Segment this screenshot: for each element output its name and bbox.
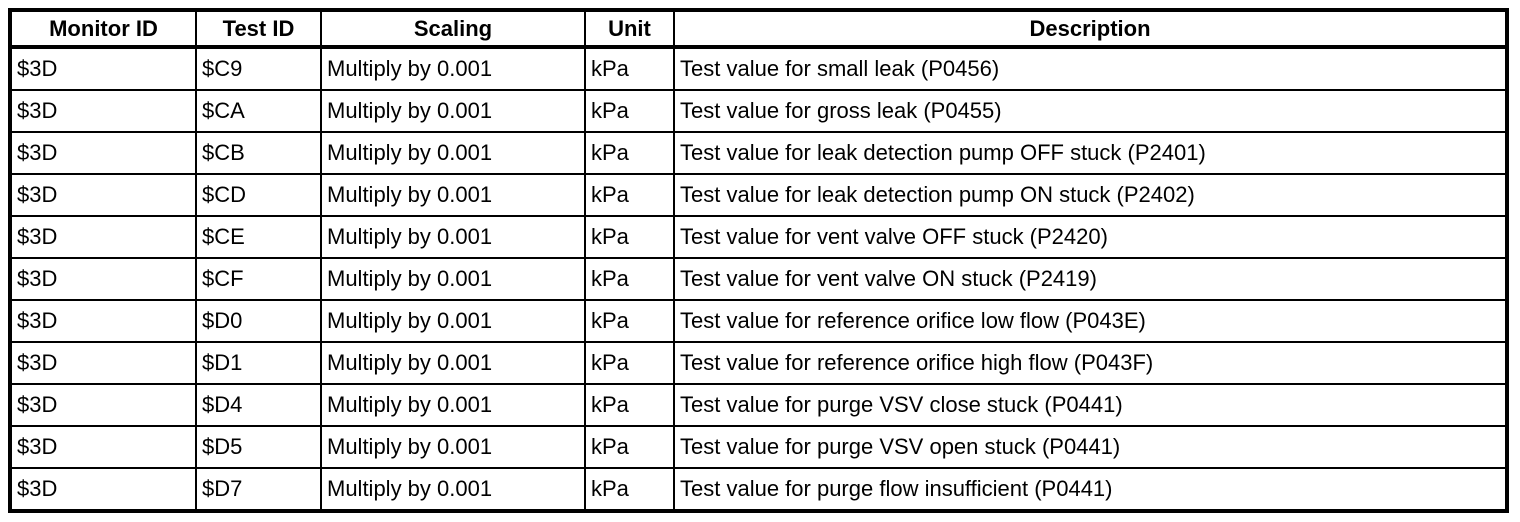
cell-scaling: Multiply by 0.001 [320,299,586,343]
table-row: $3D $CD Multiply by 0.001 kPa Test value… [9,173,1508,217]
cell-unit: kPa [584,89,675,133]
cell-monitor-id: $3D [9,425,197,469]
table-header: Monitor ID Test ID Scaling Unit Descript… [9,9,1508,49]
cell-monitor-id: $3D [9,131,197,175]
cell-unit: kPa [584,131,675,175]
cell-unit: kPa [584,299,675,343]
cell-unit: kPa [584,425,675,469]
table-row: $3D $CE Multiply by 0.001 kPa Test value… [9,215,1508,259]
cell-monitor-id: $3D [9,46,197,91]
cell-test-id: $C9 [195,46,322,91]
table-body: $3D $C9 Multiply by 0.001 kPa Test value… [9,46,1508,512]
cell-test-id: $CE [195,215,322,259]
column-header-monitor-id: Monitor ID [9,9,197,49]
table-row: $3D $D4 Multiply by 0.001 kPa Test value… [9,383,1508,427]
table-row: $3D $C9 Multiply by 0.001 kPa Test value… [9,46,1508,91]
column-header-description: Description [673,9,1508,49]
cell-scaling: Multiply by 0.001 [320,383,586,427]
cell-monitor-id: $3D [9,467,197,512]
cell-test-id: $CF [195,257,322,301]
cell-scaling: Multiply by 0.001 [320,173,586,217]
cell-test-id: $CD [195,173,322,217]
table-row: $3D $CA Multiply by 0.001 kPa Test value… [9,89,1508,133]
cell-test-id: $D4 [195,383,322,427]
monitor-test-table: Monitor ID Test ID Scaling Unit Descript… [8,8,1509,513]
cell-test-id: $D1 [195,341,322,385]
column-header-scaling: Scaling [320,9,586,49]
cell-monitor-id: $3D [9,383,197,427]
cell-scaling: Multiply by 0.001 [320,341,586,385]
cell-description: Test value for vent valve ON stuck (P241… [673,257,1508,301]
cell-scaling: Multiply by 0.001 [320,467,586,512]
cell-monitor-id: $3D [9,257,197,301]
table-row: $3D $CF Multiply by 0.001 kPa Test value… [9,257,1508,301]
cell-monitor-id: $3D [9,215,197,259]
cell-description: Test value for reference orifice high fl… [673,341,1508,385]
cell-unit: kPa [584,173,675,217]
cell-scaling: Multiply by 0.001 [320,89,586,133]
cell-scaling: Multiply by 0.001 [320,257,586,301]
cell-unit: kPa [584,215,675,259]
cell-description: Test value for purge VSV close stuck (P0… [673,383,1508,427]
cell-description: Test value for purge VSV open stuck (P04… [673,425,1508,469]
cell-description: Test value for gross leak (P0455) [673,89,1508,133]
table-row: $3D $D5 Multiply by 0.001 kPa Test value… [9,425,1508,469]
column-header-test-id: Test ID [195,9,322,49]
cell-test-id: $D5 [195,425,322,469]
cell-unit: kPa [584,383,675,427]
column-header-unit: Unit [584,9,675,49]
cell-scaling: Multiply by 0.001 [320,425,586,469]
cell-description: Test value for vent valve OFF stuck (P24… [673,215,1508,259]
cell-monitor-id: $3D [9,341,197,385]
cell-description: Test value for small leak (P0456) [673,46,1508,91]
cell-unit: kPa [584,341,675,385]
cell-scaling: Multiply by 0.001 [320,215,586,259]
table-row: $3D $CB Multiply by 0.001 kPa Test value… [9,131,1508,175]
cell-test-id: $D7 [195,467,322,512]
cell-description: Test value for reference orifice low flo… [673,299,1508,343]
table-row: $3D $D1 Multiply by 0.001 kPa Test value… [9,341,1508,385]
table-header-row: Monitor ID Test ID Scaling Unit Descript… [9,9,1508,49]
cell-unit: kPa [584,257,675,301]
cell-description: Test value for leak detection pump ON st… [673,173,1508,217]
cell-monitor-id: $3D [9,173,197,217]
cell-monitor-id: $3D [9,89,197,133]
cell-monitor-id: $3D [9,299,197,343]
cell-test-id: $CB [195,131,322,175]
monitor-test-table-container: Monitor ID Test ID Scaling Unit Descript… [8,8,1509,513]
cell-test-id: $CA [195,89,322,133]
cell-description: Test value for purge flow insufficient (… [673,467,1508,512]
cell-scaling: Multiply by 0.001 [320,131,586,175]
cell-scaling: Multiply by 0.001 [320,46,586,91]
cell-unit: kPa [584,467,675,512]
cell-unit: kPa [584,46,675,91]
table-row: $3D $D7 Multiply by 0.001 kPa Test value… [9,467,1508,512]
table-row: $3D $D0 Multiply by 0.001 kPa Test value… [9,299,1508,343]
cell-description: Test value for leak detection pump OFF s… [673,131,1508,175]
cell-test-id: $D0 [195,299,322,343]
